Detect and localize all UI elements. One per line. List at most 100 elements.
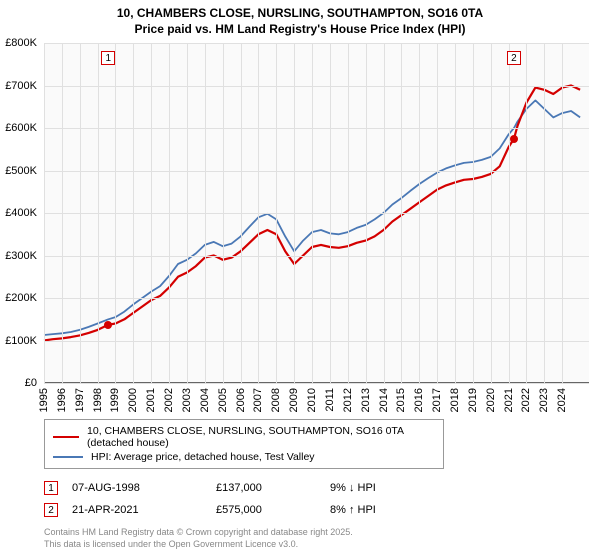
gridline-v	[419, 43, 420, 383]
gridline-h	[44, 43, 589, 44]
x-tick-label: 2009	[288, 388, 300, 412]
gridline-v	[473, 43, 474, 383]
x-tick-label: 2015	[395, 388, 407, 412]
attribution-footer: Contains HM Land Registry data © Crown c…	[44, 527, 592, 550]
sale-date-1: 07-AUG-1998	[72, 482, 212, 494]
footer-line-1: Contains HM Land Registry data © Crown c…	[44, 527, 592, 539]
sale-delta-1: 9% ↓ HPI	[330, 482, 450, 494]
x-tick-label: 2012	[342, 388, 354, 412]
y-tick-label: £500K	[0, 165, 37, 177]
y-tick-label: £0	[0, 377, 37, 389]
gridline-v	[62, 43, 63, 383]
x-tick-label: 2022	[520, 388, 532, 412]
x-tick-label: 2013	[360, 388, 372, 412]
gridline-v	[562, 43, 563, 383]
sale-price-1: £137,000	[216, 482, 326, 494]
sale-marker-dot-2	[510, 135, 518, 143]
gridline-v	[205, 43, 206, 383]
title-line-1: 10, CHAMBERS CLOSE, NURSLING, SOUTHAMPTO…	[0, 6, 600, 22]
gridline-v	[544, 43, 545, 383]
gridline-v	[169, 43, 170, 383]
x-tick-label: 2004	[199, 388, 211, 412]
sales-data-table: 1 07-AUG-1998 £137,000 9% ↓ HPI 2 21-APR…	[44, 477, 592, 521]
y-tick-label: £400K	[0, 207, 37, 219]
gridline-v	[491, 43, 492, 383]
gridline-v	[133, 43, 134, 383]
x-tick-label: 1999	[109, 388, 121, 412]
x-tick-label: 2020	[485, 388, 497, 412]
sale-marker-badge-1: 1	[44, 481, 58, 495]
gridline-v	[509, 43, 510, 383]
legend-swatch-price-paid	[53, 436, 79, 438]
gridline-v	[312, 43, 313, 383]
gridline-v	[276, 43, 277, 383]
sale-marker-badge-2: 2	[44, 503, 58, 517]
sale-price-2: £575,000	[216, 504, 326, 516]
chart-title-block: 10, CHAMBERS CLOSE, NURSLING, SOUTHAMPTO…	[0, 0, 600, 39]
gridline-v	[258, 43, 259, 383]
x-tick-label: 2019	[467, 388, 479, 412]
x-tick-label: 2008	[270, 388, 282, 412]
table-row: 2 21-APR-2021 £575,000 8% ↑ HPI	[44, 499, 592, 521]
x-tick-label: 1995	[38, 388, 50, 412]
legend-box: 10, CHAMBERS CLOSE, NURSLING, SOUTHAMPTO…	[44, 419, 444, 469]
gridline-v	[526, 43, 527, 383]
x-tick-label: 1998	[92, 388, 104, 412]
x-tick-label: 2000	[127, 388, 139, 412]
sale-date-2: 21-APR-2021	[72, 504, 212, 516]
footer-line-2: This data is licensed under the Open Gov…	[44, 539, 592, 551]
gridline-v	[241, 43, 242, 383]
x-tick-label: 2023	[538, 388, 550, 412]
x-tick-label: 2018	[449, 388, 461, 412]
gridline-v	[44, 43, 45, 383]
x-tick-label: 2005	[217, 388, 229, 412]
sale-marker-flag-1: 1	[101, 51, 115, 65]
x-tick-label: 2001	[145, 388, 157, 412]
gridline-v	[98, 43, 99, 383]
x-tick-label: 2016	[413, 388, 425, 412]
legend-label-price-paid: 10, CHAMBERS CLOSE, NURSLING, SOUTHAMPTO…	[87, 425, 435, 449]
gridline-v	[401, 43, 402, 383]
y-tick-label: £300K	[0, 250, 37, 262]
gridline-v	[115, 43, 116, 383]
y-tick-label: £200K	[0, 292, 37, 304]
x-tick-label: 2021	[503, 388, 515, 412]
gridline-h	[44, 298, 589, 299]
gridline-h	[44, 128, 589, 129]
plot-region: 12	[44, 43, 589, 383]
x-tick-label: 2002	[163, 388, 175, 412]
gridline-v	[348, 43, 349, 383]
chart-area: 12 £0£100K£200K£300K£400K£500K£600K£700K…	[44, 43, 589, 413]
sale-delta-2: 8% ↑ HPI	[330, 504, 450, 516]
gridline-v	[187, 43, 188, 383]
x-tick-label: 2010	[306, 388, 318, 412]
x-tick-label: 2007	[252, 388, 264, 412]
gridline-v	[223, 43, 224, 383]
x-tick-label: 2006	[235, 388, 247, 412]
gridline-h	[44, 86, 589, 87]
title-line-2: Price paid vs. HM Land Registry's House …	[0, 22, 600, 38]
x-tick-label: 1997	[74, 388, 86, 412]
legend-row-hpi: HPI: Average price, detached house, Test…	[53, 450, 435, 464]
gridline-v	[330, 43, 331, 383]
gridline-v	[384, 43, 385, 383]
gridline-v	[455, 43, 456, 383]
legend-swatch-hpi	[53, 456, 83, 458]
gridline-h	[44, 341, 589, 342]
x-tick-label: 2014	[378, 388, 390, 412]
gridline-v	[366, 43, 367, 383]
gridline-h	[44, 383, 589, 384]
gridline-h	[44, 171, 589, 172]
y-tick-label: £800K	[0, 37, 37, 49]
x-tick-label: 1996	[56, 388, 68, 412]
x-tick-label: 2003	[181, 388, 193, 412]
gridline-v	[437, 43, 438, 383]
sale-marker-dot-1	[104, 321, 112, 329]
gridline-v	[294, 43, 295, 383]
x-tick-label: 2024	[556, 388, 568, 412]
legend-label-hpi: HPI: Average price, detached house, Test…	[91, 451, 315, 463]
gridline-h	[44, 213, 589, 214]
y-tick-label: £700K	[0, 80, 37, 92]
gridline-v	[151, 43, 152, 383]
sale-marker-flag-2: 2	[507, 51, 521, 65]
